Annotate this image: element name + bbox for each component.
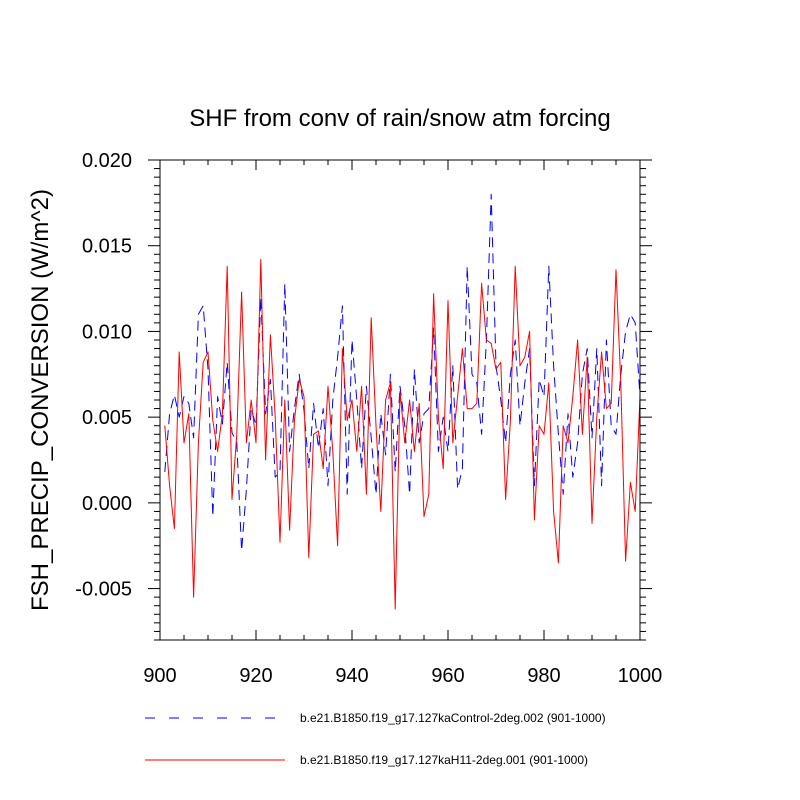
legend: b.e21.B1850.f19_g17.127kaControl-2deg.00…: [145, 711, 606, 767]
y-tick-label: 0.010: [82, 321, 132, 343]
chart-title: SHF from conv of rain/snow atm forcing: [189, 105, 610, 132]
x-tick-label: 980: [527, 665, 560, 687]
y-tick-label: 0.000: [82, 493, 132, 515]
y-tick-label: 0.015: [82, 236, 132, 258]
x-tick-label: 1000: [618, 665, 663, 687]
y-tick-label: -0.005: [75, 579, 132, 601]
series-layer: [164, 193, 641, 610]
y-axis-label: FSH_PRECIP_CONVERSION (W/m^2): [27, 189, 54, 611]
axes-layer: 900 920 940 960 980 1000 -0.005 0.000 0.005 0.010…: [75, 150, 662, 687]
y-tick-label: 0.020: [82, 150, 132, 172]
x-tick-label: 920: [239, 665, 272, 687]
x-tick-label: 960: [431, 665, 464, 687]
legend-label-1: b.e21.B1850.f19_g17.127kaControl-2deg.00…: [300, 711, 606, 725]
series-line-1: [164, 193, 641, 552]
series-line-2: [164, 258, 641, 610]
y-tick-label: 0.005: [82, 407, 132, 429]
x-tick-label: 940: [335, 665, 368, 687]
legend-label-2: b.e21.B1850.f19_g17.127kaH11-2deg.001 (9…: [300, 753, 588, 767]
x-tick-label: 900: [143, 665, 176, 687]
